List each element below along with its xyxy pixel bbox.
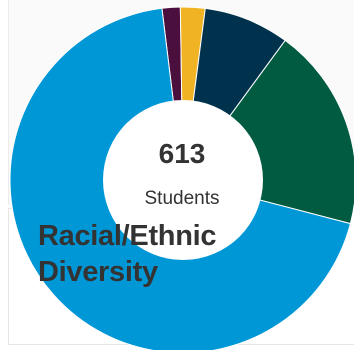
chart-title: Racial/Ethnic Diversity bbox=[38, 220, 217, 288]
student-count: 613 bbox=[158, 138, 206, 169]
student-count-label: Students bbox=[144, 188, 220, 209]
donut-hole bbox=[103, 100, 263, 260]
